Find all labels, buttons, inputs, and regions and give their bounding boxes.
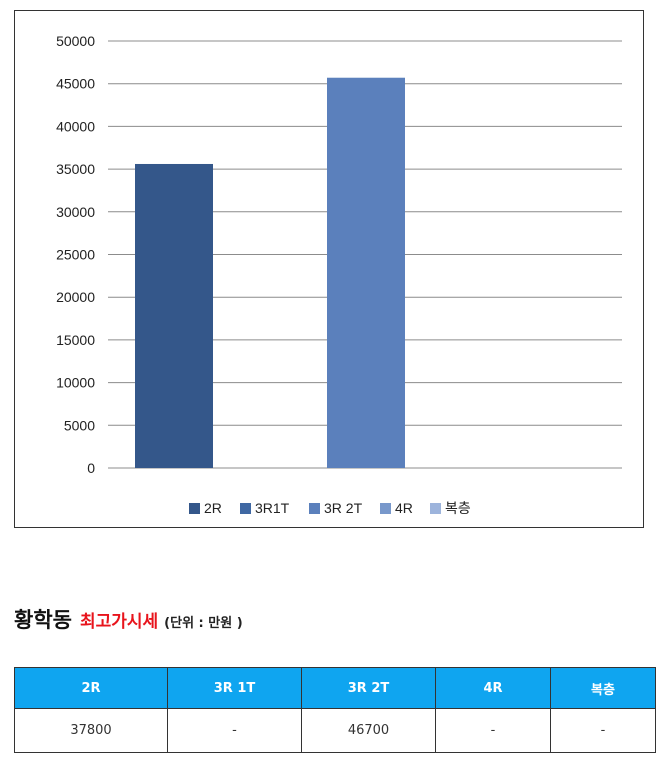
legend-swatch [309,503,320,514]
header-3r-2t: 3R 2T [301,667,436,709]
y-tick-label: 35000 [56,161,95,177]
header-duplex: 복층 [550,667,656,709]
legend-label: 3R 2T [324,500,363,516]
table-row: 37800 - 46700 - - [14,708,656,753]
price-heading: 최고가시세 [79,612,159,632]
bar-chart: 5000045000400003500030000250002000015000… [56,33,622,516]
cell-3r-2t: 46700 [301,708,436,753]
legend-swatch [189,503,200,514]
y-tick-label: 0 [87,460,95,476]
price-table: 2R 3R 1T 3R 2T 4R 복층 37800 - 46700 - - [14,667,656,753]
area-name: 황학동 [14,608,72,632]
y-tick-label: 45000 [56,76,95,92]
cell-3r-1t: - [167,708,302,753]
legend-swatch [240,503,251,514]
header-2r: 2R [14,667,168,709]
legend-label: 4R [395,500,413,516]
cell-duplex: - [550,708,656,753]
y-tick-label: 5000 [64,417,95,433]
legend-label: 복층 [445,500,471,516]
y-tick-label: 25000 [56,247,95,263]
legend-label: 2R [204,500,222,516]
y-tick-label: 30000 [56,204,95,220]
y-tick-label: 50000 [56,33,95,49]
chart-panel: 50000 45000 40000 35000 30000 25000 20000 15000… [14,10,644,528]
legend-swatch [380,503,391,514]
price-section-header: 황학동 최고가시세 (단위 : 만원 ) [14,604,243,634]
y-tick-label: 20000 [56,289,95,305]
header-3r-1t: 3R 1T [167,667,302,709]
legend-label: 3R1T [255,500,290,516]
y-tick-label: 40000 [56,118,95,134]
bar-3r-2t [327,77,405,469]
y-tick-label: 10000 [56,375,95,391]
y-tick-label: 15000 [56,332,95,348]
table-header-row: 2R 3R 1T 3R 2T 4R 복층 [14,667,656,709]
cell-2r: 37800 [14,708,168,753]
bar-2r [135,163,213,468]
header-4r: 4R [435,667,551,709]
cell-4r: - [435,708,551,753]
unit-label: (단위 : 만원 ) [164,616,243,631]
legend-swatch [430,503,441,514]
